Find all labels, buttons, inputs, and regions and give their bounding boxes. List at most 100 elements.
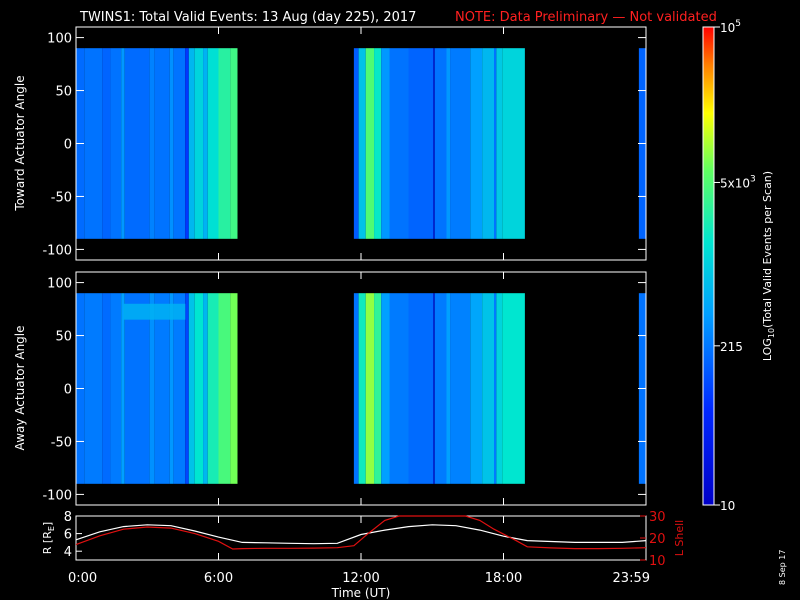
lshell-tick-label: 30 bbox=[649, 510, 666, 525]
heatmap-column bbox=[207, 48, 219, 239]
orbit-frame bbox=[75, 515, 647, 561]
y-tick-label: -50 bbox=[51, 190, 72, 205]
heatmap-column bbox=[365, 293, 375, 484]
toward-y-axis: 100 50 0 -50 -100 bbox=[42, 32, 646, 258]
y-tick-label: -50 bbox=[51, 435, 72, 450]
heatmap-column bbox=[446, 48, 451, 239]
radius-line bbox=[75, 524, 647, 545]
heatmap-column bbox=[502, 293, 525, 484]
colorbar: 105 5x103 215 10 LOG10(Total Valid Events p… bbox=[702, 19, 776, 513]
r-tick-label: 6 bbox=[64, 528, 72, 543]
orbit-lshell-label: L Shell bbox=[673, 520, 686, 556]
y-tick-label: 100 bbox=[47, 277, 72, 292]
heatmap-column bbox=[203, 48, 208, 239]
y-tick-label: 0 bbox=[64, 138, 72, 153]
away-panel: 100 50 0 -50 -100 Away Actuator Angle bbox=[13, 271, 647, 506]
lshell-tick-label: 20 bbox=[649, 532, 666, 547]
heatmap-column bbox=[374, 293, 382, 484]
y-tick-label: 100 bbox=[47, 32, 72, 47]
heatmap-column bbox=[408, 48, 434, 239]
heatmap-column bbox=[482, 48, 494, 239]
orbit-left-axis: 8 6 4 bbox=[64, 510, 82, 560]
y-tick-label: 50 bbox=[55, 330, 72, 345]
heatmap-column bbox=[185, 48, 189, 239]
heatmap-column bbox=[154, 48, 170, 239]
heatmap-column bbox=[230, 293, 238, 484]
heatmap-column bbox=[482, 293, 494, 484]
heatmap-column bbox=[494, 293, 497, 484]
colorbar-label: LOG10(Total Valid Events per Scan) bbox=[761, 171, 776, 361]
heatmap-column bbox=[446, 293, 451, 484]
heatmap-column bbox=[433, 48, 435, 239]
heatmap-column bbox=[149, 48, 155, 239]
heatmap-column bbox=[358, 48, 366, 239]
heatmap-column bbox=[188, 293, 195, 484]
heatmap-column bbox=[365, 48, 375, 239]
heatmap-column bbox=[408, 293, 434, 484]
away-heatmap bbox=[76, 293, 646, 484]
y-tick-label: -100 bbox=[42, 243, 72, 258]
heatmap-column bbox=[102, 293, 111, 484]
x-tick-label: 23:59 bbox=[613, 571, 650, 586]
colorbar-tick-label: 215 bbox=[720, 340, 743, 354]
colorbar-ticks: 105 5x103 215 10 bbox=[714, 19, 756, 513]
heatmap-column bbox=[470, 48, 483, 239]
heatmap-column bbox=[84, 48, 103, 239]
heatmap-column bbox=[494, 48, 497, 239]
heatmap-column bbox=[496, 293, 503, 484]
lshell-line bbox=[75, 515, 647, 550]
heatmap-column bbox=[185, 293, 189, 484]
plot-title: TWINS1: Total Valid Events: 13 Aug (day … bbox=[79, 10, 416, 25]
heatmap-column bbox=[169, 293, 174, 484]
orbit-r-label: R [RE] bbox=[41, 522, 56, 554]
heatmap-column bbox=[218, 48, 231, 239]
heatmap-column bbox=[110, 48, 122, 239]
colorbar-tick-label: 10 bbox=[720, 499, 735, 513]
heatmap-column bbox=[450, 293, 471, 484]
heatmap-column bbox=[203, 293, 208, 484]
heatmap-column bbox=[84, 293, 103, 484]
heatmap-column bbox=[450, 48, 471, 239]
heatmap-column bbox=[110, 293, 122, 484]
toward-y-label: Toward Actuator Angle bbox=[13, 75, 27, 211]
heatmap-column bbox=[496, 48, 503, 239]
heatmap-column bbox=[353, 48, 359, 239]
heatmap-column bbox=[470, 293, 483, 484]
heatmap-column bbox=[374, 48, 382, 239]
heatmap-column bbox=[381, 48, 390, 239]
colorbar-tick-label: 105 bbox=[720, 19, 741, 35]
heatmap-column bbox=[502, 48, 525, 239]
r-tick-label: 4 bbox=[64, 545, 72, 560]
heatmap-column bbox=[121, 293, 125, 484]
heatmap-column bbox=[124, 48, 150, 239]
y-tick-label: -100 bbox=[42, 488, 72, 503]
y-tick-label: 0 bbox=[64, 383, 72, 398]
preliminary-note: NOTE: Data Preliminary — Not validated bbox=[455, 10, 717, 25]
x-tick-label: 0:00 bbox=[68, 571, 97, 586]
x-tick-label: 18:00 bbox=[485, 571, 522, 586]
heatmap-column bbox=[207, 293, 219, 484]
x-tick-label: 12:00 bbox=[342, 571, 379, 586]
heatmap-column bbox=[434, 293, 447, 484]
heatmap-column bbox=[102, 48, 111, 239]
heatmap-column bbox=[230, 48, 238, 239]
heatmap-column bbox=[173, 293, 186, 484]
toward-heatmap bbox=[76, 48, 646, 239]
heatmap-column bbox=[188, 48, 195, 239]
y-tick-label: 50 bbox=[55, 85, 72, 100]
heatmap-column bbox=[389, 293, 409, 484]
heatmap-column bbox=[154, 293, 170, 484]
heatmap-column bbox=[169, 48, 174, 239]
date-stamp: 8 Sep 17 bbox=[778, 550, 787, 585]
heatmap-column bbox=[173, 48, 186, 239]
heatmap-column bbox=[124, 293, 150, 484]
x-axis-label: Time (UT) bbox=[331, 586, 391, 600]
heatmap-column bbox=[381, 293, 390, 484]
time-x-axis: 0:00 6:00 12:00 18:00 23:59 bbox=[68, 27, 650, 586]
heatmap-column bbox=[218, 293, 231, 484]
x-tick-label: 6:00 bbox=[204, 571, 233, 586]
heatmap-column bbox=[433, 293, 435, 484]
heatmap-column bbox=[121, 48, 125, 239]
away-y-axis: 100 50 0 -50 -100 bbox=[42, 277, 646, 503]
